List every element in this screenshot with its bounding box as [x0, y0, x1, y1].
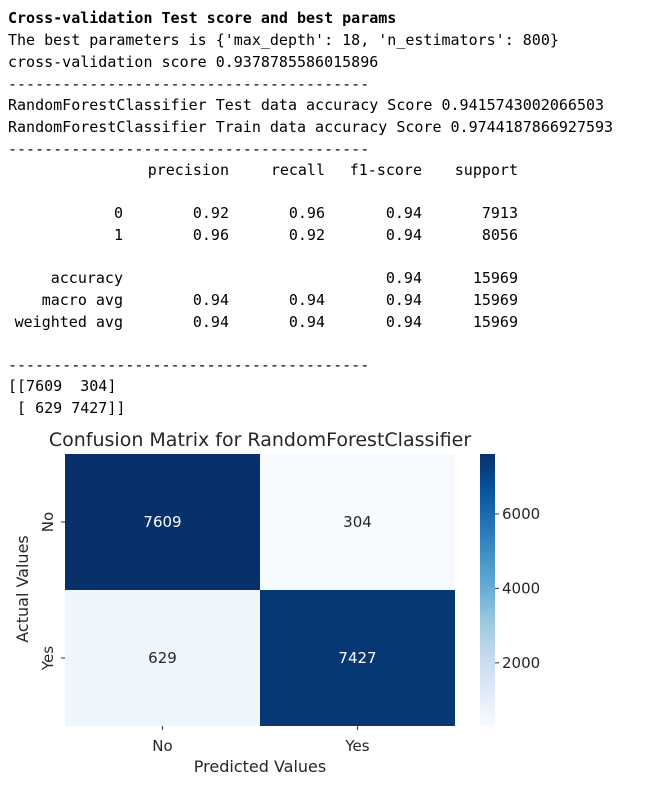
- report-row-label: macro avg: [41, 291, 123, 309]
- separator-3: ----------------------------------------: [8, 356, 370, 374]
- matrix-line-2: [ 629 7427]]: [8, 399, 126, 417]
- heatmap-cell-0-1: [260, 454, 455, 590]
- report-cell-precision: 0.94: [192, 313, 229, 331]
- report-cell-precision: 0.92: [192, 204, 229, 222]
- test-accuracy-line: RandomForestClassifier Test data accurac…: [8, 96, 605, 114]
- report-cell-support: 15969: [472, 291, 518, 309]
- report-row-label: weighted avg: [14, 313, 123, 331]
- x-axis-label: Predicted Values: [194, 757, 326, 776]
- report-cell-f1: 0.94: [385, 269, 422, 287]
- heatmap-labels: 7609 304 629 7427 No Yes No Yes: [39, 512, 377, 755]
- report-cell-recall: 0.96: [288, 204, 325, 222]
- train-accuracy-line: RandomForestClassifier Train data accura…: [8, 118, 614, 136]
- heatmap-cell-label: 629: [148, 649, 177, 667]
- report-header-recall: recall: [270, 161, 325, 179]
- matrix-line-1: [[7609 304]: [8, 377, 117, 395]
- report-header-precision: precision: [147, 161, 229, 179]
- x-tick-label: No: [152, 737, 172, 755]
- report-cell-recall: 0.94: [288, 313, 325, 331]
- report-cell-precision: 0.96: [192, 226, 229, 244]
- report-cell-support: 7913: [481, 204, 518, 222]
- report-header-f1: f1-score: [349, 161, 422, 179]
- report-cell-support: 8056: [481, 226, 518, 244]
- colorbar-tick-label: 2000: [502, 654, 540, 672]
- chart-title: Confusion Matrix for RandomForestClassif…: [49, 429, 471, 451]
- report-cell-f1: 0.94: [385, 226, 422, 244]
- report-cell-precision: 0.94: [192, 291, 229, 309]
- colorbar-gradient: [480, 454, 495, 726]
- y-tick-label: Yes: [39, 646, 57, 671]
- separator-2: ----------------------------------------: [8, 140, 370, 158]
- cv-score-line: cross-validation score 0.937878558601589…: [8, 53, 379, 71]
- x-tick-label: Yes: [344, 737, 369, 755]
- report-cell-support: 15969: [472, 313, 518, 331]
- heatmap-cell-label: 7609: [143, 513, 181, 531]
- report-row-label: 1: [113, 226, 123, 244]
- heatmap-cells: [65, 454, 455, 726]
- report-cell-f1: 0.94: [385, 291, 422, 309]
- report-row-label: 0: [113, 204, 123, 222]
- heatmap-cell-1-0: [65, 590, 260, 726]
- report-row-label: accuracy: [50, 269, 123, 287]
- report-cell-recall: 0.92: [288, 226, 325, 244]
- report-cell-recall: 0.94: [288, 291, 325, 309]
- best-params-line: The best parameters is {'max_depth': 18,…: [8, 31, 559, 49]
- report-cell-support: 15969: [472, 269, 518, 287]
- confusion-matrix-chart: Confusion Matrix for RandomForestClassif…: [13, 429, 540, 776]
- heatmap-cell-0-0: [65, 454, 260, 590]
- y-tick-label: No: [39, 512, 57, 532]
- output-heading: Cross-validation Test score and best par…: [8, 9, 397, 27]
- y-axis-label: Actual Values: [13, 535, 32, 642]
- report-cell-f1: 0.94: [385, 313, 422, 331]
- report-cell-f1: 0.94: [385, 204, 422, 222]
- heatmap-cell-label: 304: [343, 513, 372, 531]
- heatmap-cell-label: 7427: [338, 649, 376, 667]
- heatmap-cell-1-1: [260, 590, 455, 726]
- colorbar-tick-label: 6000: [502, 505, 540, 523]
- colorbar: 2000 4000 6000: [480, 454, 540, 726]
- report-header-support: support: [454, 161, 518, 179]
- separator-1: ----------------------------------------: [8, 75, 370, 93]
- colorbar-tick-label: 4000: [502, 579, 540, 597]
